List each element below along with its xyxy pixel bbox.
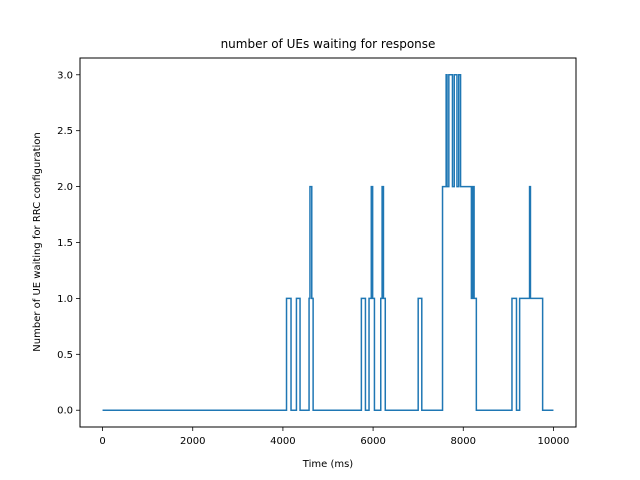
x-tick-label: 0 bbox=[99, 436, 105, 447]
x-axis-label: Time (ms) bbox=[302, 459, 354, 470]
y-tick-label: 2.0 bbox=[57, 182, 73, 193]
plot-frame bbox=[79, 57, 577, 428]
x-tick-label: 6000 bbox=[360, 436, 385, 447]
y-axis-label: Number of UE waiting for RRC configurati… bbox=[32, 132, 43, 351]
x-tick-label: 10000 bbox=[538, 436, 570, 447]
chart-title: number of UEs waiting for response bbox=[221, 37, 436, 51]
series-layer bbox=[102, 74, 554, 411]
y-tick-label: 0.0 bbox=[57, 406, 73, 417]
plot-area bbox=[80, 58, 576, 427]
x-axis: 0 2000 4000 6000 8000 10000 bbox=[99, 427, 569, 447]
y-tick-label: 3.0 bbox=[57, 70, 73, 81]
y-tick-label: 1.5 bbox=[57, 238, 73, 249]
x-tick-label: 4000 bbox=[270, 436, 295, 447]
y-tick-label: 0.5 bbox=[57, 350, 73, 361]
y-tick-label: 1.0 bbox=[57, 294, 73, 305]
y-tick-label: 2.5 bbox=[57, 126, 73, 137]
x-tick-label: 8000 bbox=[451, 436, 476, 447]
series-line bbox=[102, 74, 554, 411]
y-axis: 0.0 0.5 1.0 1.5 2.0 2.5 3.0 bbox=[57, 70, 80, 417]
x-tick-label: 2000 bbox=[180, 436, 205, 447]
